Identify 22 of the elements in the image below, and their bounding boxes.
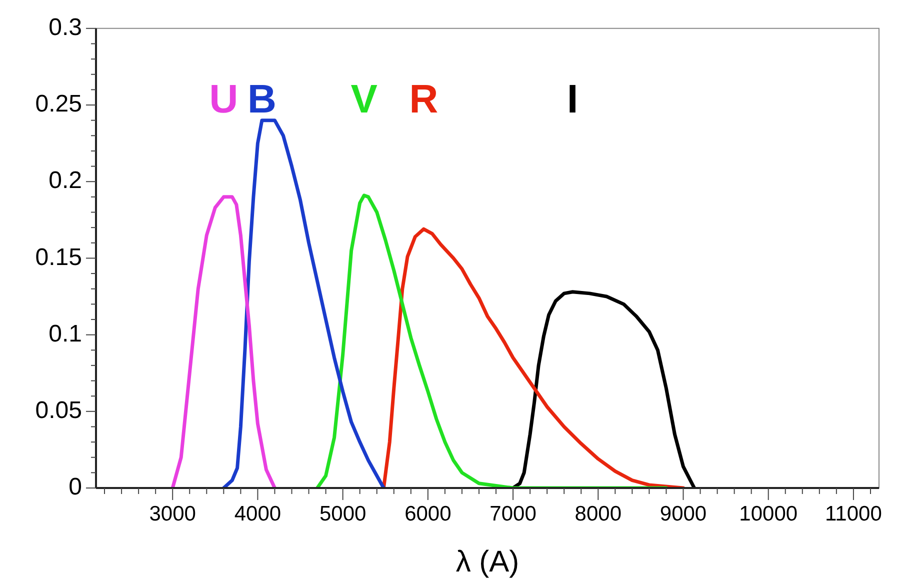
y-tick-label: 0.25 [35,90,82,118]
series-label: B [248,77,276,122]
y-tick-label: 0.05 [35,397,82,424]
text: R [409,77,438,122]
x-tick-label: 10000 [739,502,798,526]
y-tick-label: 0.15 [35,244,82,271]
x-tick-label: 5000 [319,502,366,526]
x-axis-title: λ (A) [456,545,520,578]
x-tick-label: 9000 [660,502,707,526]
x-tick-label: 4000 [234,502,282,526]
x-tick-label: 3000 [149,502,196,526]
y-tick-label: 0.1 [48,320,82,348]
x-tick-label: 6000 [404,502,452,526]
series-label: U [209,77,238,122]
x-tick-label: 11000 [825,502,882,526]
x-tick-label: 8000 [574,502,622,526]
series-label: V [350,77,378,122]
y-tick-label: 0 [68,474,82,501]
text: I [567,77,578,122]
y-tick-label: 0.3 [48,14,82,42]
y-tick-label: 0.2 [48,167,82,194]
x-tick-label: 7000 [490,502,536,526]
